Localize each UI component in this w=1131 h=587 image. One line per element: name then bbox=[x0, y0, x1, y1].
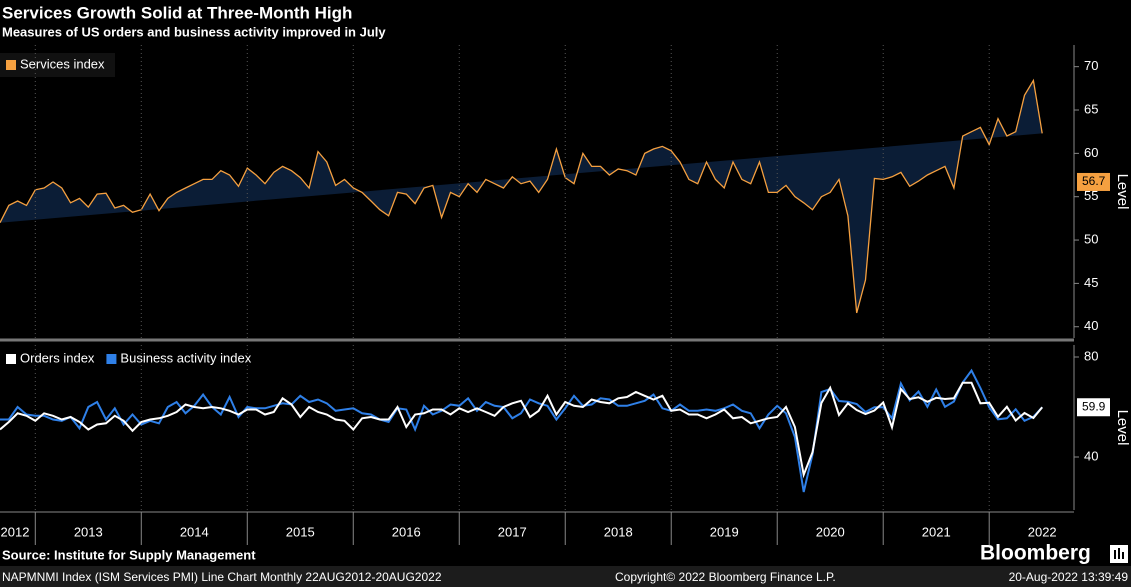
timestamp: 20-Aug-2022 13:39:49 bbox=[1009, 570, 1129, 584]
x-tick-label: 2018 bbox=[604, 524, 633, 539]
y-tick-label: 40 bbox=[1084, 448, 1098, 463]
title: Services Growth Solid at Three-Month Hig… bbox=[2, 3, 352, 22]
line bbox=[0, 78, 1043, 314]
y-tick-label: 45 bbox=[1084, 275, 1098, 290]
legend-label: Orders index bbox=[20, 350, 95, 365]
x-tick-label: 2022 bbox=[1028, 524, 1057, 539]
y-tick-label: 65 bbox=[1084, 101, 1098, 116]
legend-label: Business activity index bbox=[120, 350, 251, 365]
x-tick-label: 2019 bbox=[710, 524, 739, 539]
x-tick-label: 2012 bbox=[1, 524, 30, 539]
footer-bar bbox=[0, 566, 1131, 587]
brand-icon bbox=[1110, 545, 1128, 563]
y-axis-label: Level bbox=[1114, 410, 1131, 446]
source: Source: Institute for Supply Management bbox=[2, 547, 256, 562]
x-tick-label: 2020 bbox=[816, 524, 845, 539]
x-tick-label: 2017 bbox=[498, 524, 527, 539]
last-value-box bbox=[1077, 398, 1110, 417]
y-tick-label: 80 bbox=[1084, 348, 1098, 363]
y-axis-label: Level bbox=[1114, 174, 1131, 210]
legend-swatch bbox=[106, 354, 117, 364]
x-tick-label: 2013 bbox=[74, 524, 103, 539]
line bbox=[0, 368, 1043, 493]
y-tick-label: 55 bbox=[1084, 188, 1098, 203]
y-tick-label: 70 bbox=[1084, 58, 1098, 73]
line bbox=[0, 381, 1043, 479]
legend-swatch bbox=[6, 354, 16, 364]
x-tick-label: 2015 bbox=[286, 524, 315, 539]
footer-description: NAPMNMI Index (ISM Services PMI) Line Ch… bbox=[2, 570, 442, 584]
legend-swatch bbox=[6, 60, 16, 70]
legend: Services index bbox=[0, 53, 115, 77]
last-value-label: 56.7 bbox=[1082, 174, 1106, 188]
brand: Bloomberg bbox=[980, 542, 1091, 565]
legend-box bbox=[0, 53, 115, 77]
y-tick-label: 50 bbox=[1084, 231, 1098, 246]
copyright: Copyright© 2022 Bloomberg Finance L.P. bbox=[615, 570, 836, 584]
x-tick-label: 2021 bbox=[922, 524, 951, 539]
last-value-box bbox=[1077, 172, 1110, 191]
last-value-label: 59.9 bbox=[1082, 399, 1106, 413]
legend-label: Services index bbox=[20, 56, 105, 71]
legend: Orders index Business activity index bbox=[6, 350, 252, 365]
x-tick-label: 2014 bbox=[180, 524, 209, 539]
y-tick-label: 40 bbox=[1084, 318, 1098, 333]
x-tick-label: 2016 bbox=[392, 524, 421, 539]
area bbox=[0, 80, 1043, 313]
y-tick-label: 60 bbox=[1084, 145, 1098, 160]
subtitle: Measures of US orders and business activ… bbox=[2, 24, 386, 39]
